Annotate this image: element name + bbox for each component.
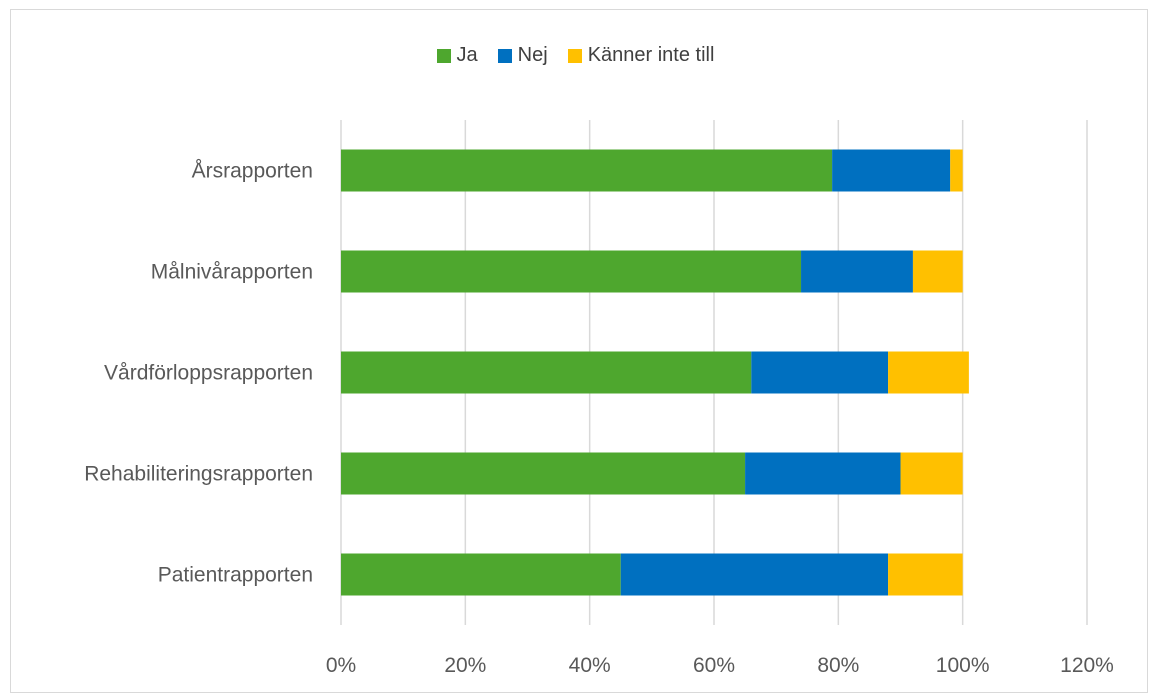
x-tick-label: 20% [444,654,486,677]
legend-item-kanner-inte-till: Känner inte till [567,44,715,67]
bar-ja-malnivarapporten [341,250,802,293]
category-label-patientrapporten: Patientrapporten [158,564,313,587]
x-tick-label: 120% [1060,654,1114,677]
bars [341,149,969,596]
bar-ja-patientrapporten [341,553,621,596]
bar-kanner-inte-till-patientrapporten [888,553,963,596]
category-labels: Årsrapporten Målnivårapporten Vårdförlopps… [84,160,313,587]
x-tick-label: 60% [693,654,735,677]
legend-item-ja: Ja [436,44,478,67]
bar-nej-malnivarapporten [801,250,913,293]
bar-kanner-inte-till-vardforloppsrapporten [888,351,969,394]
legend-swatch-kanner-inte-till [567,48,582,63]
bar-nej-arsrapporten [832,149,951,192]
bar-kanner-inte-till-rehabiliteringsrapporten [900,452,963,495]
category-label-rehabiliteringsrapporten: Rehabiliteringsrapporten [84,463,313,486]
bar-kanner-inte-till-malnivarapporten [912,250,963,293]
bar-ja-rehabiliteringsrapporten [341,452,746,495]
legend-label-nej: Nej [517,44,548,66]
x-tick-label: 100% [936,654,990,677]
x-tick-label: 40% [569,654,611,677]
bar-kanner-inte-till-arsrapporten [950,149,963,192]
category-label-vardforloppsrapporten: Vårdförloppsrapporten [104,362,313,385]
legend-item-nej: Nej [497,44,548,67]
bar-nej-patientrapporten [620,553,889,596]
x-tick-label: 80% [817,654,859,677]
legend-swatch-nej [497,48,512,63]
bar-ja-arsrapporten [341,149,833,192]
legend-label-ja: Ja [456,44,478,66]
legend-label-kanner-inte-till: Känner inte till [587,44,715,66]
category-label-arsrapporten: Årsrapporten [192,160,313,183]
category-label-malnivarapporten: Målnivårapporten [151,261,313,284]
x-tick-label: 0% [326,654,356,677]
bar-ja-vardforloppsrapporten [341,351,752,394]
legend-swatch-ja [436,48,451,63]
bar-nej-rehabiliteringsrapporten [745,452,901,495]
bar-nej-vardforloppsrapporten [751,351,889,394]
chart-legend: Ja Nej Känner inte till [0,44,1151,67]
x-tick-labels: 0% 20% 40% 60% 80% 100% 120% [326,654,1114,677]
